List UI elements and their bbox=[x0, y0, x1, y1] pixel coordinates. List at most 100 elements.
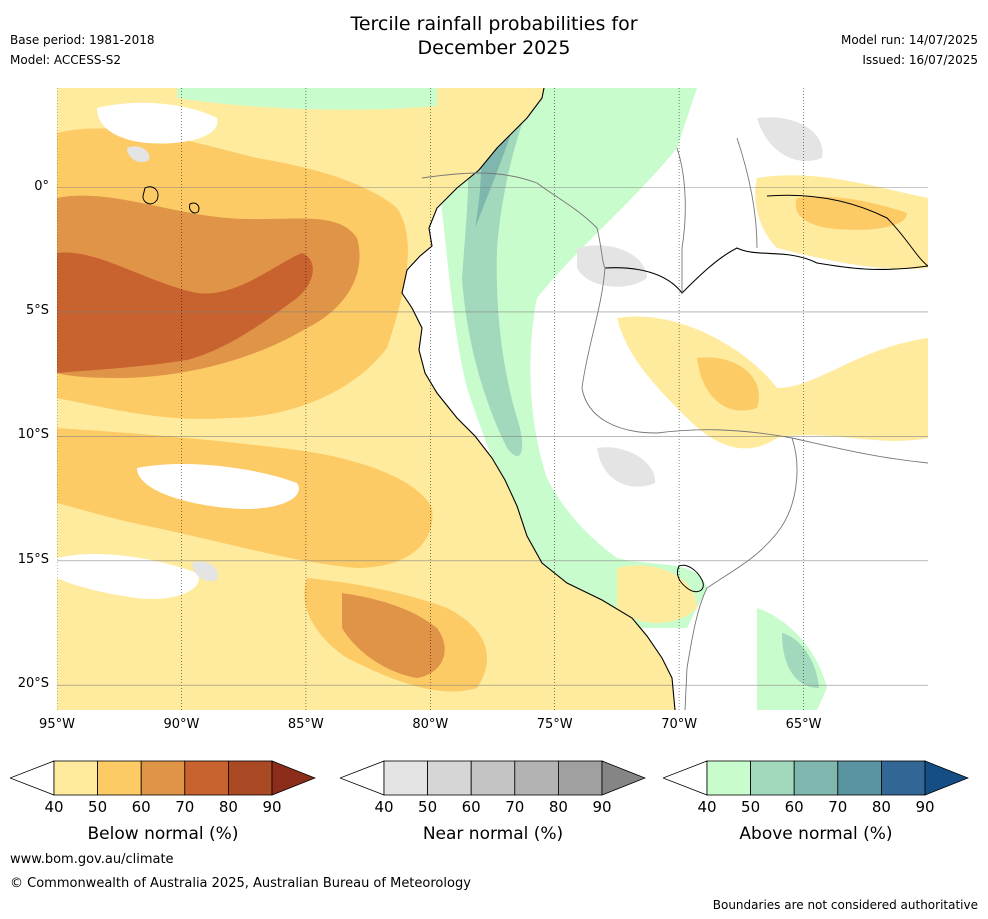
footer-disclaimer: Boundaries are not considered authoritat… bbox=[712, 898, 978, 912]
colorbar-swatch bbox=[557, 760, 603, 796]
latitude-axis: 0° 5°S 10°S 15°S 20°S bbox=[0, 0, 55, 919]
lon-tick-label: 90°W bbox=[163, 717, 200, 732]
near-normal-40-patch-1 bbox=[577, 245, 647, 287]
colorbar-swatch bbox=[837, 760, 882, 796]
colorbar-extend-low bbox=[8, 760, 55, 796]
country-borders bbox=[421, 137, 928, 710]
lon-tick-label: 80°W bbox=[412, 717, 449, 732]
below-normal-60-north bbox=[795, 196, 907, 230]
colorbar-tick: 90 bbox=[592, 798, 612, 816]
colorbar-swatch bbox=[427, 760, 472, 796]
lon-tick-label: 95°W bbox=[39, 717, 75, 732]
below-normal-60-southeast bbox=[342, 593, 445, 678]
above-normal-ocean-north bbox=[177, 88, 437, 110]
colorbar-extend-low bbox=[338, 760, 385, 796]
map-title: Tercile rainfall probabilities for Decem… bbox=[0, 12, 988, 60]
model-text: Model: ACCESS-S2 bbox=[10, 53, 122, 67]
land-field bbox=[402, 88, 928, 710]
colorbar-swatch bbox=[383, 760, 428, 796]
above-normal-50-andes bbox=[437, 88, 707, 628]
colorbar-tick: 40 bbox=[374, 798, 394, 816]
colorbar-extend-high bbox=[924, 760, 970, 796]
lat-tick-label: 20°S bbox=[17, 676, 49, 692]
ocean-white-patch-2 bbox=[137, 463, 299, 509]
longitude-axis: 95°W 90°W 85°W 80°W 75°W 70°W 65°W bbox=[0, 717, 988, 737]
colorbar-swatch bbox=[184, 760, 229, 796]
colorbar-tick: 50 bbox=[741, 798, 761, 816]
below-normal-60-amazon bbox=[697, 357, 759, 411]
colorbar-2: 40 50 60 70 80 90 Near normal (%) bbox=[338, 760, 647, 860]
colorbar-tick: 70 bbox=[505, 798, 525, 816]
title-line-1: Tercile rainfall probabilities for bbox=[350, 13, 638, 35]
colorbar-swatch bbox=[706, 760, 751, 796]
lon-tick-label: 65°W bbox=[785, 717, 822, 732]
lat-tick-label: 0° bbox=[34, 178, 49, 194]
colorbar-label: Near normal (%) bbox=[422, 824, 564, 844]
near-normal-ocean-patch bbox=[127, 146, 150, 163]
model-run-text: Model run: 14/07/2025 bbox=[840, 33, 978, 47]
lon-tick-label: 75°W bbox=[536, 717, 573, 732]
near-normal-ocean-patch-2 bbox=[192, 561, 218, 582]
colorbar-tick: 60 bbox=[461, 798, 481, 816]
meta-right: Model run: 14/07/2025 Issued: 16/07/2025 bbox=[841, 30, 978, 70]
below-normal-50-peru-south bbox=[617, 565, 697, 623]
colorbar-tick: 80 bbox=[871, 798, 891, 816]
colorbar-3: 40 50 60 70 80 90 Above normal (%) bbox=[661, 760, 970, 860]
ocean-white-patch-3 bbox=[57, 553, 199, 599]
colorbar-tick: 60 bbox=[784, 798, 804, 816]
colorbar-tick: 50 bbox=[88, 798, 108, 816]
colorbar-swatch bbox=[470, 760, 516, 796]
near-normal-40-patch-3 bbox=[757, 117, 823, 162]
colorbar-tick: 50 bbox=[418, 798, 438, 816]
colorbar-tick: 40 bbox=[697, 798, 717, 816]
colorbar-swatch bbox=[227, 760, 273, 796]
river-north bbox=[766, 194, 928, 267]
colorbar-swatch bbox=[514, 760, 559, 796]
near-normal-40-patch-2 bbox=[597, 447, 656, 487]
colorbar-tick: 60 bbox=[131, 798, 151, 816]
issued-text: Issued: 16/07/2025 bbox=[862, 53, 978, 67]
amazon-river bbox=[604, 247, 928, 294]
meta-left: Base period: 1981-2018 Model: ACCESS-S2 bbox=[10, 30, 155, 70]
below-normal-70-ocean bbox=[57, 252, 313, 373]
colorbar-tick: 70 bbox=[828, 798, 848, 816]
colorbar-tick: 90 bbox=[915, 798, 935, 816]
colorbar-1: 40 50 60 70 80 90 Below normal (%) bbox=[8, 760, 317, 860]
colorbar-tick: 70 bbox=[175, 798, 195, 816]
colorbars: 40 50 60 70 80 90 Below normal (%) 40 50 60 70 80 90… bbox=[0, 760, 988, 860]
colorbar-swatch bbox=[750, 760, 795, 796]
colorbar-extend-high bbox=[271, 760, 317, 796]
colorbar-swatch bbox=[880, 760, 926, 796]
footer-copyright: © Commonwealth of Australia 2025, Austra… bbox=[10, 876, 471, 891]
colorbar-swatches bbox=[8, 760, 317, 796]
colorbar-extend-low bbox=[661, 760, 708, 796]
colorbar-swatch bbox=[53, 760, 98, 796]
below-normal-50-amazon bbox=[617, 316, 928, 449]
above-normal-60-andes bbox=[452, 88, 537, 457]
title-line-2: December 2025 bbox=[417, 37, 571, 59]
colorbar-swatch bbox=[140, 760, 186, 796]
above-normal-60-bolivia bbox=[782, 633, 819, 688]
colorbar-tick: 40 bbox=[44, 798, 64, 816]
lon-tick-label: 70°W bbox=[661, 717, 698, 732]
lat-tick-label: 5°S bbox=[25, 302, 49, 318]
map-svg bbox=[57, 88, 928, 710]
colorbar-swatches bbox=[338, 760, 647, 796]
footer-url: www.bom.gov.au/climate bbox=[10, 852, 174, 867]
colorbar-swatches bbox=[661, 760, 970, 796]
lake-titicaca bbox=[676, 564, 704, 593]
lat-tick-label: 10°S bbox=[17, 427, 49, 443]
base-period-text: Base period: 1981-2018 bbox=[10, 33, 155, 47]
galapagos-islet bbox=[189, 202, 200, 214]
colorbar-label: Above normal (%) bbox=[739, 824, 893, 844]
galapagos-islands bbox=[142, 186, 159, 205]
colorbar-swatch bbox=[793, 760, 839, 796]
colorbar-tick: 90 bbox=[262, 798, 282, 816]
colorbar-extend-high bbox=[601, 760, 647, 796]
colorbar-tick: 80 bbox=[218, 798, 238, 816]
colorbar-swatch bbox=[97, 760, 142, 796]
lat-tick-label: 15°S bbox=[17, 551, 49, 567]
lon-tick-label: 85°W bbox=[287, 717, 324, 732]
ocean-white-patch-1 bbox=[97, 102, 218, 144]
colorbar-label: Below normal (%) bbox=[87, 824, 239, 844]
